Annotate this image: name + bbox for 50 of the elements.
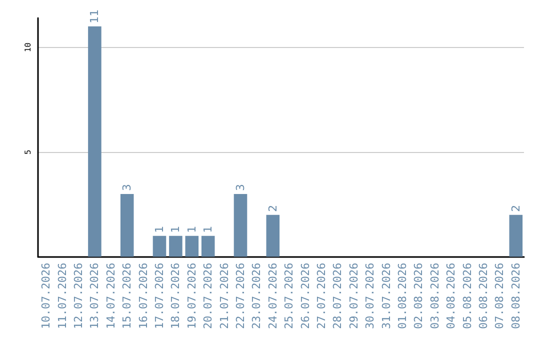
x-tick-label: 05.08.2026 bbox=[460, 262, 474, 330]
bar bbox=[509, 214, 523, 257]
x-tick-label: 23.07.2026 bbox=[250, 262, 264, 330]
x-tick-label: 02.08.2026 bbox=[412, 262, 426, 330]
x-tick-label: 16.07.2026 bbox=[136, 262, 150, 330]
bar bbox=[120, 194, 134, 257]
x-tick-label: 24.07.2026 bbox=[266, 262, 280, 330]
x-tick-label: 08.08.2026 bbox=[509, 262, 522, 330]
x-tick-label: 21.07.2026 bbox=[218, 262, 231, 330]
x-tick-label: 31.07.2026 bbox=[380, 262, 393, 330]
x-tick-label: 26.07.2026 bbox=[298, 262, 312, 330]
x-tick-label: 28.07.2026 bbox=[331, 262, 344, 330]
x-tick-label: 14.07.2026 bbox=[104, 262, 118, 330]
x-tick-label: 10.07.2026 bbox=[40, 262, 53, 330]
x-tick-label: 17.07.2026 bbox=[153, 262, 166, 330]
x-tick-label: 18.07.2026 bbox=[169, 262, 182, 330]
bar bbox=[88, 26, 102, 257]
data-label: 3 bbox=[234, 184, 247, 191]
x-tick-label: 19.07.2026 bbox=[185, 262, 198, 330]
bar bbox=[185, 236, 199, 257]
bar bbox=[234, 194, 248, 257]
data-label: 1 bbox=[202, 226, 215, 233]
data-label: 11 bbox=[88, 9, 102, 24]
bar bbox=[169, 236, 182, 257]
x-tick-label: 06.08.2026 bbox=[477, 262, 490, 330]
data-label: 1 bbox=[185, 226, 198, 233]
x-tick-label: 13.07.2026 bbox=[88, 262, 102, 330]
data-label: 1 bbox=[153, 226, 166, 233]
x-tick-label: 11.07.2026 bbox=[56, 262, 69, 330]
x-tick-label: 07.08.2026 bbox=[493, 262, 506, 330]
x-tick-label: 22.07.2026 bbox=[234, 262, 247, 330]
data-label: 1 bbox=[169, 226, 182, 233]
data-label: 3 bbox=[120, 184, 134, 191]
bar bbox=[266, 214, 280, 257]
x-tick-label: 27.07.2026 bbox=[315, 262, 328, 330]
y-tick-label: 5 bbox=[24, 149, 32, 154]
x-tick-label: 30.07.2026 bbox=[364, 262, 377, 330]
x-tick-label: 20.07.2026 bbox=[202, 262, 215, 330]
bar bbox=[152, 236, 166, 257]
x-tick-label: 04.08.2026 bbox=[444, 262, 458, 330]
y-tick-label: 10 bbox=[24, 42, 32, 52]
x-tick-label: 25.07.2026 bbox=[282, 262, 296, 330]
x-tick-label: 03.08.2026 bbox=[428, 262, 442, 330]
x-tick-label: 01.08.2026 bbox=[396, 262, 409, 330]
data-label: 2 bbox=[509, 204, 522, 212]
x-tick-label: 15.07.2026 bbox=[120, 262, 134, 330]
x-tick-label: 12.07.2026 bbox=[72, 262, 85, 330]
x-tick-label: 29.07.2026 bbox=[347, 262, 360, 330]
bar bbox=[201, 236, 215, 257]
data-label: 2 bbox=[266, 204, 280, 212]
